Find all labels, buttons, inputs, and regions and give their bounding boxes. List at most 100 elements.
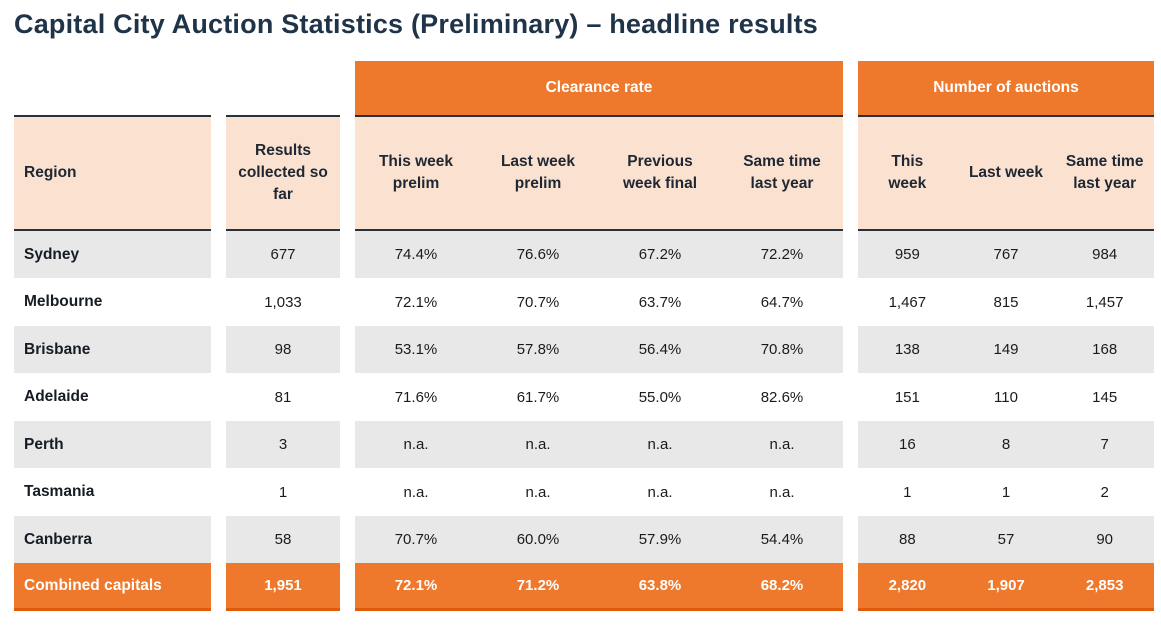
column-header-same-time-last-year-auctions: Same time last year bbox=[1055, 117, 1154, 229]
auction-count-value: 7 bbox=[1100, 436, 1109, 453]
column-header-region: Region bbox=[14, 116, 211, 231]
auction-count-value: 815 bbox=[993, 293, 1019, 311]
auction-count-value: 1,907 bbox=[987, 577, 1025, 594]
table-row: Perth 3 n.a. n.a. n.a. n.a. 16 8 7 bbox=[14, 420, 1155, 469]
results-collected-cell: 3 bbox=[226, 420, 340, 469]
number-of-auctions-cells: 151 110 145 bbox=[858, 373, 1154, 421]
table-row: Adelaide 81 71.6% 61.7% 55.0% 82.6% 151 110 1… bbox=[14, 373, 1155, 421]
column-header-last-week-auctions: Last week bbox=[957, 117, 1056, 229]
this-week-prelim-label: This week prelim bbox=[378, 153, 454, 192]
clearance-rate-cells: n.a. n.a. n.a. n.a. bbox=[355, 420, 843, 469]
auction-count-value: 1 bbox=[903, 483, 912, 501]
clearance-rate-value: 68.2% bbox=[760, 577, 804, 594]
number-of-auctions-cells: 1,467 815 1,457 bbox=[858, 278, 1154, 326]
results-collected-value: 677 bbox=[270, 246, 296, 263]
table-group-header-row: Clearance rate Number of auctions bbox=[14, 60, 1155, 117]
table-body: Sydney 677 74.4% 76.6% 67.2% 72.2% 959 767 98… bbox=[14, 230, 1155, 611]
clearance-rate-cells: 72.1% 71.2% 63.8% 68.2% bbox=[355, 563, 843, 611]
auction-count-value: 57 bbox=[997, 531, 1015, 548]
results-collected-value: 1,033 bbox=[264, 293, 302, 311]
region-cell: Melbourne bbox=[14, 278, 211, 326]
table-row: Melbourne 1,033 72.1% 70.7% 63.7% 64.7% 1,4… bbox=[14, 278, 1155, 326]
auction-count-value: 984 bbox=[1092, 246, 1118, 263]
region-cell: Combined capitals bbox=[14, 563, 211, 611]
group-header-results-spacer bbox=[226, 61, 340, 117]
column-headers-auctions: This week Last week Same time last year bbox=[858, 116, 1154, 231]
column-headers-clearance: This week prelim Last week prelim Previo… bbox=[355, 116, 843, 231]
clearance-rate-value: 70.8% bbox=[760, 341, 804, 358]
clearance-rate-cells: 70.7% 60.0% 57.9% 54.4% bbox=[355, 515, 843, 564]
table-row: Combined capitals 1,951 72.1% 71.2% 63.8% 6… bbox=[14, 563, 1155, 611]
region-name: Perth bbox=[24, 435, 64, 453]
results-collected-cell: 81 bbox=[226, 373, 340, 421]
clearance-rate-value: n.a. bbox=[647, 436, 673, 453]
clearance-rate-value: 57.9% bbox=[638, 531, 682, 548]
table-row: Tasmania 1 n.a. n.a. n.a. n.a. 1 1 2 bbox=[14, 468, 1155, 516]
clearance-rate-value: 61.7% bbox=[516, 388, 560, 406]
auction-count-value: 110 bbox=[994, 388, 1018, 406]
auction-count-value: 168 bbox=[1092, 341, 1118, 358]
clearance-rate-value: n.a. bbox=[525, 436, 551, 453]
region-cell: Perth bbox=[14, 420, 211, 469]
page-title: Capital City Auction Statistics (Prelimi… bbox=[14, 9, 819, 39]
auction-count-value: 149 bbox=[993, 341, 1019, 358]
column-header-this-week-auctions: This week bbox=[858, 117, 957, 229]
region-cell: Canberra bbox=[14, 515, 211, 564]
clearance-rate-cells: 72.1% 70.7% 63.7% 64.7% bbox=[355, 278, 843, 326]
auction-count-value: 90 bbox=[1096, 531, 1114, 548]
clearance-rate-value: 60.0% bbox=[516, 531, 560, 548]
results-collected-value: 98 bbox=[274, 341, 292, 358]
table-row: Brisbane 98 53.1% 57.8% 56.4% 70.8% 138 149 1… bbox=[14, 325, 1155, 374]
region-name: Melbourne bbox=[24, 293, 103, 310]
clearance-rate-value: 72.2% bbox=[760, 246, 804, 263]
clearance-rate-value: 63.8% bbox=[638, 577, 682, 594]
region-name: Combined capitals bbox=[24, 576, 162, 594]
number-of-auctions-cells: 2,820 1,907 2,853 bbox=[858, 563, 1154, 611]
auction-count-value: 138 bbox=[894, 341, 920, 358]
auction-count-value: 1 bbox=[1001, 483, 1011, 501]
clearance-rate-value: 64.7% bbox=[760, 293, 804, 311]
auction-count-value: 88 bbox=[898, 531, 916, 548]
this-week-auctions-label: This week bbox=[888, 153, 927, 192]
auction-count-value: 1,457 bbox=[1085, 293, 1124, 311]
group-header-region-spacer bbox=[14, 61, 211, 117]
auction-count-value: 145 bbox=[1092, 388, 1118, 406]
region-cell: Adelaide bbox=[14, 373, 211, 421]
clearance-rate-group-label: Clearance rate bbox=[545, 78, 653, 96]
previous-week-final-label: Previous week final bbox=[622, 153, 698, 192]
column-header-previous-week-final: Previous week final bbox=[599, 117, 721, 229]
region-cell: Sydney bbox=[14, 230, 211, 279]
column-header-this-week-prelim: This week prelim bbox=[355, 117, 477, 229]
table-row: Sydney 677 74.4% 76.6% 67.2% 72.2% 959 767 98… bbox=[14, 230, 1155, 279]
region-column-label: Region bbox=[24, 163, 77, 181]
region-name: Adelaide bbox=[24, 388, 89, 405]
auction-count-value: 959 bbox=[894, 246, 920, 263]
auction-count-value: 16 bbox=[898, 436, 916, 453]
clearance-rate-value: n.a. bbox=[647, 483, 673, 501]
same-time-last-year-auctions-label: Same time last year bbox=[1065, 153, 1144, 192]
number-of-auctions-cells: 88 57 90 bbox=[858, 515, 1154, 564]
results-collected-cell: 58 bbox=[226, 515, 340, 564]
auction-count-value: 1,467 bbox=[888, 293, 927, 311]
clearance-rate-value: n.a. bbox=[525, 483, 551, 501]
auction-count-value: 8 bbox=[1001, 436, 1011, 453]
clearance-rate-value: n.a. bbox=[769, 436, 795, 453]
results-collected-cell: 1,033 bbox=[226, 278, 340, 326]
number-of-auctions-cells: 16 8 7 bbox=[858, 420, 1154, 469]
clearance-rate-value: 72.1% bbox=[394, 577, 438, 594]
region-name: Brisbane bbox=[24, 340, 91, 358]
group-header-number-of-auctions: Number of auctions bbox=[858, 60, 1154, 117]
clearance-rate-value: 54.4% bbox=[760, 531, 804, 548]
region-cell: Brisbane bbox=[14, 325, 211, 374]
results-collected-value: 3 bbox=[278, 436, 288, 453]
clearance-rate-value: 72.1% bbox=[394, 293, 438, 311]
clearance-rate-value: 74.4% bbox=[394, 246, 438, 263]
region-name: Tasmania bbox=[24, 483, 95, 500]
clearance-rate-value: 67.2% bbox=[638, 246, 682, 263]
clearance-rate-value: 76.6% bbox=[516, 246, 560, 263]
region-cell: Tasmania bbox=[14, 468, 211, 516]
results-collected-column-label: Results collected so far bbox=[238, 142, 328, 203]
column-header-same-time-last-year-clearance: Same time last year bbox=[721, 117, 843, 229]
clearance-rate-value: 71.2% bbox=[516, 577, 560, 594]
clearance-rate-cells: 74.4% 76.6% 67.2% 72.2% bbox=[355, 230, 843, 279]
